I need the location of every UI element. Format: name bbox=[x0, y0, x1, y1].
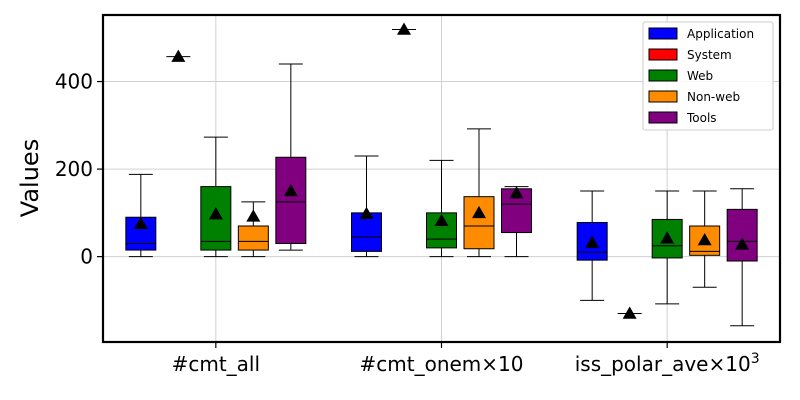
legend-label: Tools bbox=[686, 111, 717, 125]
box-body bbox=[237, 225, 269, 251]
box-tools bbox=[275, 63, 307, 251]
legend-swatch bbox=[648, 27, 678, 40]
mean-marker bbox=[397, 22, 411, 35]
box-tools bbox=[726, 188, 758, 327]
box-system bbox=[617, 306, 642, 319]
box-body bbox=[463, 196, 495, 250]
box-non-web bbox=[237, 201, 269, 258]
legend-swatch bbox=[648, 69, 678, 82]
box-web bbox=[200, 136, 232, 258]
mean-marker bbox=[246, 209, 261, 222]
box-tools bbox=[501, 186, 532, 258]
box-web bbox=[651, 190, 683, 305]
box-web bbox=[426, 159, 457, 258]
legend-label: System bbox=[687, 48, 732, 62]
legend-label: Web bbox=[687, 69, 713, 83]
mean-marker bbox=[509, 186, 524, 199]
box-application bbox=[125, 173, 157, 258]
legend-swatch bbox=[648, 48, 678, 61]
y-axis-title: Values bbox=[16, 139, 44, 217]
mean-marker bbox=[208, 207, 223, 220]
box-application bbox=[351, 155, 382, 258]
y-tick-label: 200 bbox=[55, 157, 93, 181]
mean-marker bbox=[472, 205, 486, 219]
x-tick-label: #cmt_onem×10 bbox=[360, 352, 524, 376]
mean-marker bbox=[735, 237, 750, 250]
legend-label: Non-web bbox=[687, 90, 740, 104]
x-axis-ticks: #cmt_all #cmt_onem×10 iss_polar_ave×103 bbox=[172, 342, 760, 376]
legend: Application System Web Non-web Tools bbox=[642, 21, 774, 131]
mean-marker bbox=[660, 231, 675, 244]
mean-marker bbox=[622, 306, 637, 319]
x-tick-label-superscript: 3 bbox=[751, 351, 760, 367]
legend-swatch bbox=[648, 111, 678, 124]
y-axis-ticks: 0 200 400 bbox=[55, 70, 103, 269]
box-system bbox=[392, 22, 416, 35]
box-application bbox=[576, 190, 608, 301]
mean-marker bbox=[359, 206, 374, 219]
x-tick-label: #cmt_all bbox=[172, 352, 260, 376]
mean-marker bbox=[434, 213, 449, 226]
box-body bbox=[275, 156, 307, 245]
box-non-web bbox=[689, 190, 721, 288]
legend-label: Application bbox=[687, 27, 754, 41]
box-body bbox=[726, 208, 758, 262]
boxes-layer bbox=[125, 22, 758, 327]
y-tick-label: 400 bbox=[55, 70, 93, 94]
y-tick-label: 0 bbox=[80, 245, 93, 269]
mean-marker bbox=[133, 216, 148, 230]
mean-marker bbox=[283, 183, 298, 197]
legend-swatch bbox=[648, 90, 678, 103]
x-tick-label: iss_polar_ave×103 bbox=[575, 351, 760, 376]
mean-marker bbox=[171, 49, 186, 62]
mean-marker bbox=[585, 235, 600, 248]
box-system bbox=[166, 49, 191, 62]
box-non-web bbox=[463, 128, 495, 258]
mean-marker bbox=[697, 233, 712, 246]
